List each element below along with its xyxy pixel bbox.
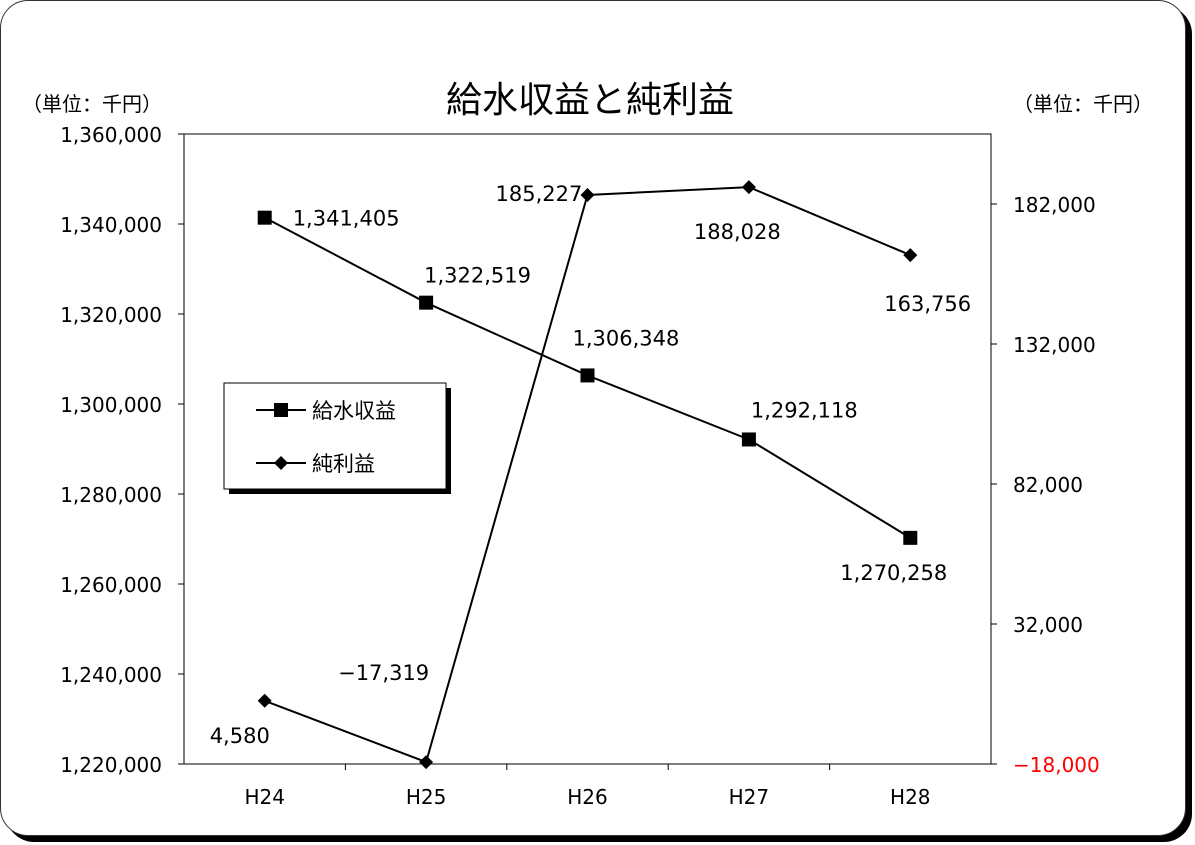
net-profit-point — [741, 180, 756, 195]
x-axis-tick-label: H26 — [567, 785, 608, 809]
left-axis-tick-label: 1,360,000 — [60, 123, 162, 147]
revenue-data-label: 1,322,519 — [424, 264, 531, 288]
right-axis-tick-label: 182,000 — [1013, 193, 1096, 217]
right-axis-tick-label: 32,000 — [1013, 613, 1083, 637]
legend-label-revenue: 給水収益 — [312, 399, 396, 423]
revenue-point — [257, 210, 272, 225]
legend-marker-net-profit — [274, 456, 288, 470]
revenue-point — [419, 295, 434, 310]
right-axis-tick-label: −18,000 — [1013, 753, 1100, 777]
left-axis-tick-label: 1,340,000 — [60, 213, 162, 237]
revenue-data-label: 1,306,348 — [573, 326, 680, 350]
right-axis-tick-label: 82,000 — [1013, 473, 1083, 497]
right-axis-unit-label: （単位：千円） — [1013, 92, 1153, 116]
left-axis-tick-label: 1,280,000 — [60, 483, 162, 507]
net-profit-point — [419, 755, 434, 770]
net-profit-data-label: 4,580 — [210, 724, 270, 748]
left-axis-tick-label: 1,320,000 — [60, 303, 162, 327]
net-profit-data-label: 188,028 — [694, 220, 781, 244]
x-axis-tick-label: H27 — [729, 785, 770, 809]
net-profit-point — [257, 693, 272, 708]
net-profit-data-label: 185,227 — [496, 182, 583, 206]
right-axis-tick-label: 132,000 — [1013, 333, 1096, 357]
net-profit-data-label: −17,319 — [338, 661, 429, 685]
legend-label-net-profit: 純利益 — [312, 452, 375, 476]
revenue-data-label: 1,292,118 — [751, 398, 858, 422]
chart-title: 給水収益と純利益 — [446, 80, 734, 121]
legend-marker-revenue — [274, 403, 288, 417]
net-profit-point — [903, 248, 918, 263]
x-axis-tick-label: H28 — [890, 785, 931, 809]
revenue-point — [741, 432, 756, 447]
x-axis-tick-label: H25 — [406, 785, 447, 809]
left-axis-tick-label: 1,260,000 — [60, 573, 162, 597]
revenue-point — [580, 368, 595, 383]
net-profit-point — [580, 187, 595, 202]
left-axis-unit-label: （単位：千円） — [22, 92, 162, 116]
revenue-point — [903, 530, 918, 545]
legend-box — [223, 382, 447, 490]
net-profit-data-label: 163,756 — [884, 292, 971, 316]
x-axis-tick-label: H24 — [244, 785, 285, 809]
revenue-data-label: 1,270,258 — [840, 561, 947, 585]
left-axis-tick-label: 1,240,000 — [60, 663, 162, 687]
revenue-data-label: 1,341,405 — [293, 207, 400, 231]
left-axis-tick-label: 1,300,000 — [60, 393, 162, 417]
left-axis-tick-label: 1,220,000 — [60, 753, 162, 777]
